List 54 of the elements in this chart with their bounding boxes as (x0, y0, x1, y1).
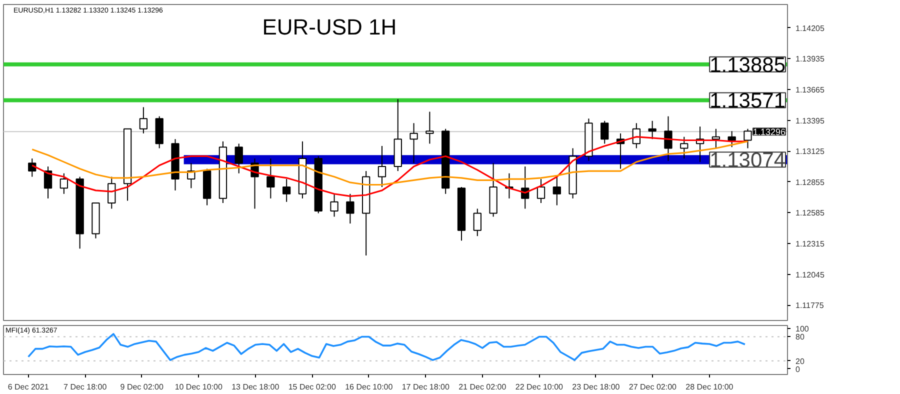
candlestick (410, 122, 418, 164)
y-tick-label: 1.13665 (796, 85, 825, 94)
x-tick-label: 15 Dec 02:00 (288, 382, 336, 392)
candlestick (473, 208, 482, 237)
candlestick (536, 178, 546, 204)
line-series (27, 333, 746, 361)
candlestick (680, 136, 688, 160)
candlestick (266, 158, 275, 199)
x-tick-label: 27 Dec 02:00 (628, 382, 678, 392)
ref-line-label: 1.13571 (710, 90, 786, 113)
band-label: 1.13074 (710, 149, 786, 172)
candlestick (728, 130, 736, 148)
x-tick-label: 10 Dec 10:00 (174, 382, 223, 392)
y-tick-label: 1.12585 (796, 208, 825, 218)
y-tick-label: 20 (796, 356, 805, 366)
x-tick-label: 13 Dec 18:00 (232, 382, 280, 392)
x-tick-label: 21 Dec 02:00 (458, 382, 507, 392)
x-tick-label: 28 Dec 10:00 (686, 382, 734, 392)
y-tick-label: 100 (796, 324, 810, 334)
text: EUR-USD 1H (262, 14, 397, 40)
x-tick-label: 23 Dec 18:00 (572, 382, 620, 392)
y-tick-label: 80 (796, 332, 805, 342)
y-tick-label: 0 (796, 364, 800, 374)
candlestick (108, 176, 116, 210)
x-tick-label: 17 Dec 18:00 (402, 382, 450, 392)
candlestick (426, 111, 434, 144)
y-tick-label: 1.11775 (796, 301, 824, 310)
candlestick (712, 128, 720, 149)
x-tick-label: 6 Dec 2021 (8, 382, 50, 392)
y-tick-label: 1.12855 (796, 178, 825, 187)
candlestick (330, 193, 338, 218)
candlestick (234, 143, 243, 174)
y-tick-label: 1.13935 (796, 54, 825, 64)
candlestick (139, 106, 148, 134)
ref-line-label: 1.13885 (710, 54, 786, 77)
y-tick-label: 1.12045 (796, 270, 825, 280)
candlestick (28, 158, 36, 178)
candlestick (282, 178, 291, 202)
x-tick-label: 7 Dec 18:00 (64, 382, 108, 392)
x-tick-label: 9 Dec 02:00 (120, 382, 164, 392)
candlestick (378, 145, 386, 188)
candlestick (552, 176, 561, 206)
y-tick-label: 1.14205 (796, 24, 825, 33)
y-tick-label: 1.12315 (796, 239, 825, 248)
candlestick (346, 193, 354, 224)
x-tick-label: 16 Dec 10:00 (345, 382, 394, 392)
x-tick-label: 22 Dec 10:00 (515, 382, 564, 392)
y-tick-label: 1.13125 (796, 147, 825, 156)
ref-line-label: 1.13296 (752, 127, 786, 138)
candlestick (664, 116, 672, 162)
candlestick (600, 120, 609, 144)
candlestick (60, 172, 68, 194)
y-tick-label: 1.13395 (796, 116, 825, 126)
candlestick (648, 120, 656, 140)
